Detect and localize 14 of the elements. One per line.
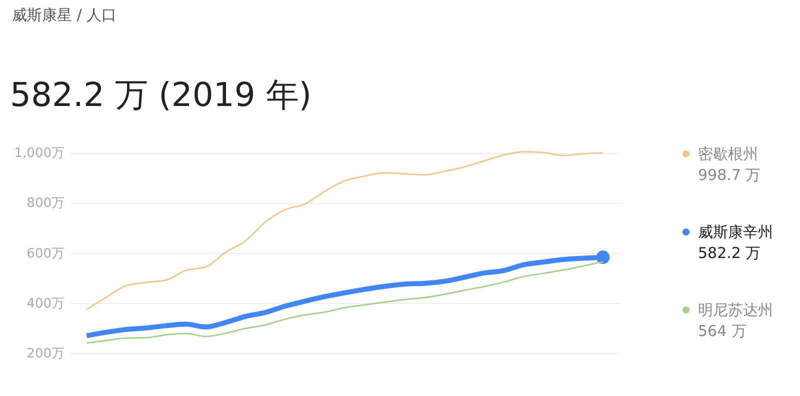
text: 582.2 万 bbox=[698, 244, 761, 262]
chart-title: 582.2 万 (2019 年) bbox=[10, 75, 312, 114]
chart-subtitle: 威斯康星 / 人口 bbox=[12, 6, 117, 24]
y-tick-label: 800万 bbox=[26, 196, 64, 212]
y-tick-label: 1,000万 bbox=[14, 146, 64, 162]
y-tick-label: 600万 bbox=[26, 246, 64, 262]
y-tick-label: 200万 bbox=[26, 346, 64, 362]
legend-label: 密歇根州 bbox=[698, 145, 758, 163]
legend-label: 威斯康辛州 bbox=[698, 223, 773, 241]
text: 998.7 万 bbox=[698, 166, 761, 184]
legend-label: 明尼苏达州 bbox=[698, 301, 773, 319]
line-series bbox=[86, 151, 604, 310]
text: 564 万 bbox=[698, 322, 746, 340]
y-tick-label: 400万 bbox=[26, 296, 64, 312]
